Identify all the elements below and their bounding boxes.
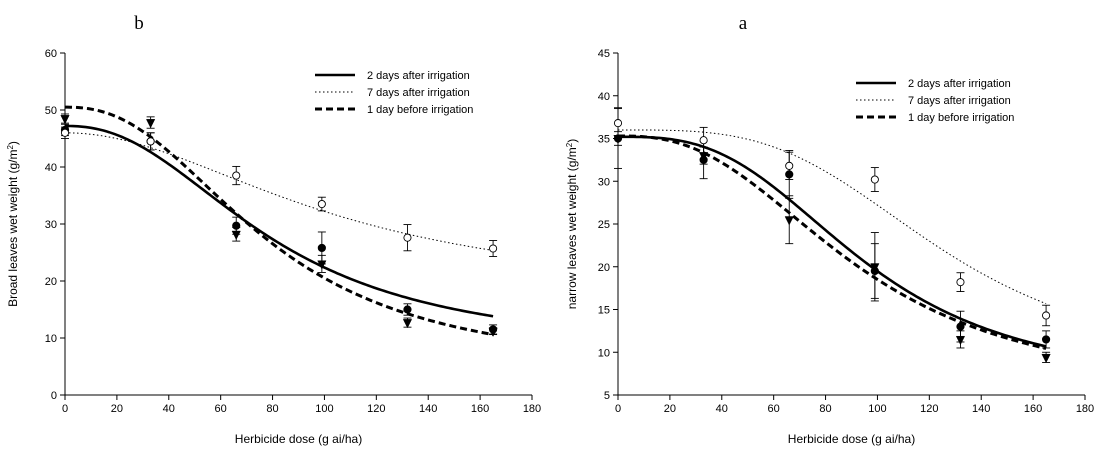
panel-b-legend-label-1: 7 days after irrigation	[367, 87, 470, 99]
panel-b-series-1-point	[60, 128, 70, 137]
panel-a-x-tick-label: 140	[972, 403, 990, 415]
panel-a-y-axis-label: narrow leaves wet weight (g/m2)	[565, 139, 579, 310]
panel-a-x-tick-label: 120	[920, 403, 938, 415]
panel-a-series-1-point	[699, 136, 708, 145]
panel-b-legend: 2 days after irrigation 7 days after irri…	[315, 70, 473, 116]
panel-a-legend: 2 days after irrigation 7 days after irri…	[856, 78, 1014, 124]
panel-a-y-tick-label: 25	[598, 219, 610, 231]
panel-b-x-tick-label: 160	[471, 403, 489, 415]
panel-b-x-tick-label: 100	[315, 403, 333, 415]
panel-b-y-tick-label: 60	[45, 48, 57, 60]
panel-b-y-tick-label: 10	[45, 333, 57, 345]
panel-b-series-0-fit-line	[64, 124, 494, 318]
panel-a-x-axis-label: Herbicide dose (g ai/ha)	[788, 432, 915, 446]
panel-b-x-tick-label: 120	[367, 403, 385, 415]
panel-a: a 0 20 40 60 80 100 120 140 160 180 5 10 15 20 25 30 35 40…	[565, 13, 1094, 446]
panel-a-series-2-fit-line	[618, 134, 1047, 350]
panel-a-y-tick-label: 15	[598, 305, 610, 317]
panel-a-series-1-fit-line	[618, 129, 1047, 305]
panel-b-x-tick-label: 20	[111, 403, 123, 415]
panel-a-series-2-point	[870, 263, 880, 273]
panel-a-legend-label-0: 2 days after irrigation	[908, 78, 1011, 90]
panel-a-series-2-point	[613, 135, 623, 145]
panel-a-y-tick-label: 30	[598, 176, 610, 188]
panel-a-x-tick-label: 40	[716, 403, 728, 415]
panel-b: b 0 20 40 60 80 100 120 140 160 180 0 10 20 30 40 50 60 He…	[6, 13, 541, 446]
panel-b-x-tick-label: 180	[523, 403, 541, 415]
panel-a-legend-label-1: 7 days after irrigation	[908, 95, 1011, 107]
panel-a-x-tick-label: 20	[664, 403, 676, 415]
panel-b-y-tick-label: 50	[45, 105, 57, 117]
panel-a-series-2-point	[1041, 353, 1051, 364]
panel-a-x-tick-label: 100	[868, 403, 886, 415]
panel-a-series-1-point	[956, 278, 965, 287]
panel-a-y-tick-label: 40	[598, 91, 610, 103]
panel-b-letter: b	[134, 13, 144, 34]
panel-b-series-2-point	[60, 115, 70, 125]
panel-b-x-axis-label: Herbicide dose (g ai/ha)	[235, 432, 362, 446]
panel-b-y-tick-label: 20	[45, 276, 57, 288]
panel-a-x-tick-label: 0	[615, 403, 621, 415]
panel-b-y-axis-label-end: )	[6, 141, 20, 145]
panel-a-series-2-point	[955, 335, 966, 346]
panel-b-x-tick-label: 80	[266, 403, 278, 415]
panel-b-series-2-fit-line	[64, 105, 494, 337]
panel-b-x-tick-label: 60	[215, 403, 227, 415]
panel-a-y-tick-label: 45	[598, 48, 610, 60]
panel-a-y-tick-label: 20	[598, 262, 610, 274]
panel-a-legend-label-2: 1 day before irrigation	[908, 112, 1014, 124]
panel-a-x-tick-label: 180	[1076, 403, 1094, 415]
panel-b-x-tick-label: 40	[163, 403, 175, 415]
panel-a-series-2-point	[699, 152, 709, 162]
panel-a-series-1-point	[613, 119, 623, 128]
panel-b-series-0-point	[317, 243, 326, 253]
panel-a-y-axis-label-main: narrow leaves wet weight (g/m	[565, 147, 579, 309]
panel-b-series-1-point	[146, 137, 155, 146]
panel-a-series-1-point	[870, 175, 879, 184]
panel-a-letter: a	[739, 13, 748, 34]
panel-b-series-2-point	[231, 230, 241, 241]
panel-b-series-2-point	[402, 319, 413, 329]
panel-b-series-2-point	[488, 327, 498, 337]
panel-b-series-0-point	[403, 305, 412, 314]
panel-b-series-1-point	[232, 171, 241, 180]
panel-a-x-tick-label: 80	[819, 403, 831, 415]
panel-b-y-axis-label-main: Broad leaves wet weight (g/m	[6, 150, 20, 307]
panel-b-x-tick-label: 0	[62, 403, 68, 415]
panel-b-series-1-point	[317, 199, 326, 209]
panel-a-y-tick-label: 35	[598, 134, 610, 146]
panel-a-y-axis-label-end: )	[565, 139, 579, 143]
panel-b-y-tick-label: 30	[45, 219, 57, 231]
panel-a-series-0-fit-line	[618, 135, 1047, 348]
panel-b-y-tick-label: 0	[51, 390, 57, 402]
panel-b-y-axis-label: Broad leaves wet weight (g/m2)	[6, 141, 20, 307]
panel-b-series-2-point	[146, 119, 156, 129]
panel-a-x-tick-label: 160	[1024, 403, 1042, 415]
panel-b-x-tick-label: 140	[419, 403, 437, 415]
panel-a-series-0-point	[956, 322, 965, 331]
panel-b-legend-label-2: 1 day before irrigation	[367, 104, 473, 116]
panel-a-y-axis-label-sup: 2	[565, 142, 574, 147]
panel-b-series-2-point	[317, 260, 327, 270]
panel-b-y-tick-label: 40	[45, 162, 57, 174]
panel-a-series-2-point	[784, 216, 794, 226]
panel-a-x-tick-label: 60	[768, 403, 780, 415]
panel-a-y-tick-label: 5	[604, 390, 610, 402]
panel-a-series-1-point	[1042, 311, 1051, 320]
panel-b-series-1-fit-line	[64, 132, 494, 251]
panel-b-y-axis-label-sup: 2	[6, 145, 15, 150]
panel-b-series-1-point	[489, 244, 498, 253]
panel-a-series-0-point	[1041, 335, 1051, 344]
panel-a-series-1-point	[785, 161, 794, 170]
panel-b-series-1-point	[403, 233, 412, 242]
panel-a-y-tick-label: 10	[598, 347, 610, 359]
panel-b-legend-label-0: 2 days after irrigation	[367, 70, 470, 82]
